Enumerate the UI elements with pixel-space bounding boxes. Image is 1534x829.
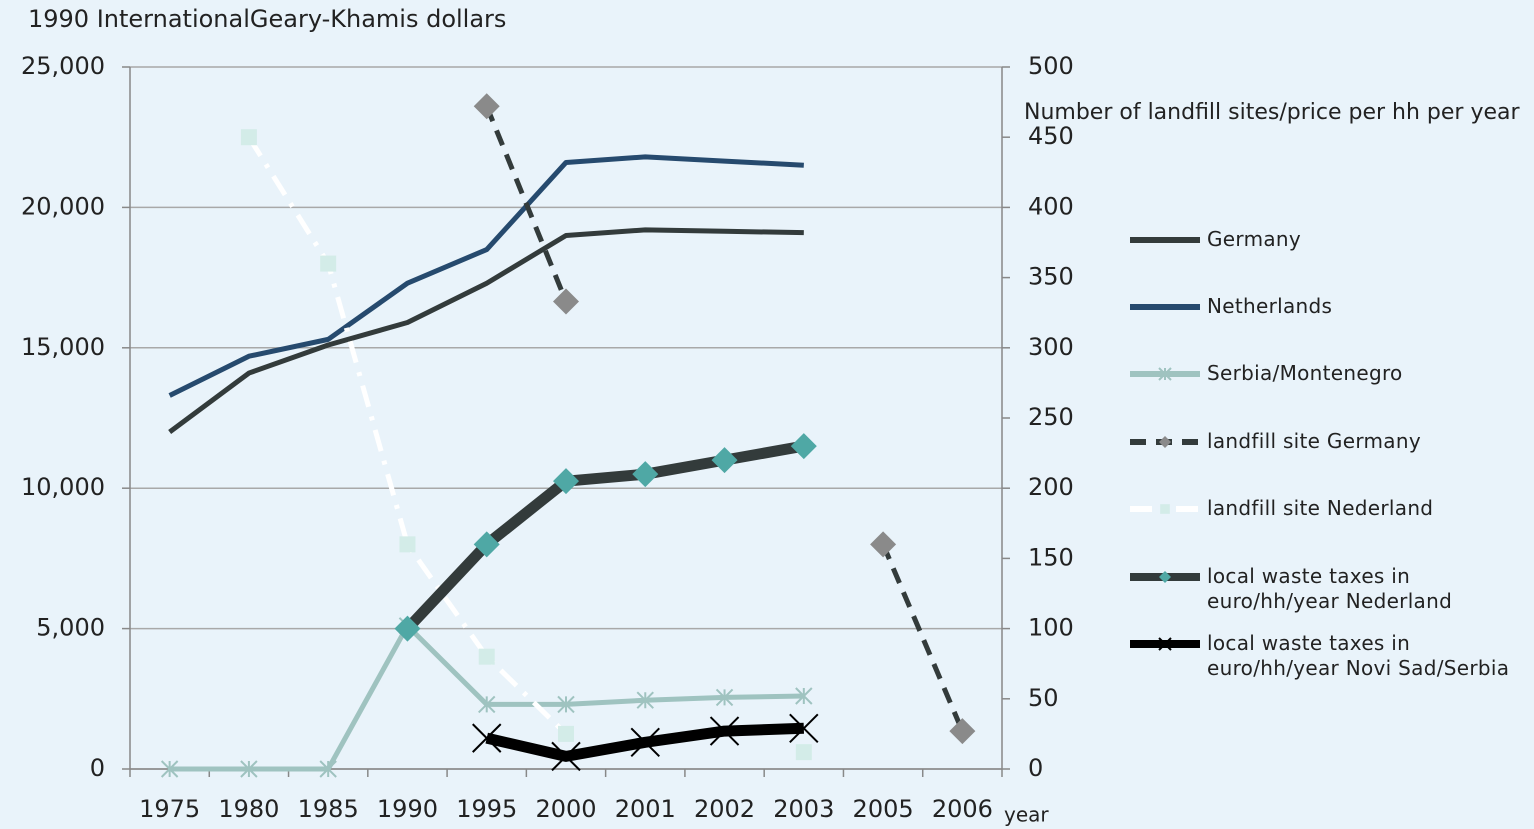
marker <box>557 695 575 714</box>
marker <box>473 531 500 558</box>
x-tick-label: 1985 <box>298 795 359 823</box>
y2-tick-label: 300 <box>1028 333 1074 361</box>
marker <box>1158 367 1172 381</box>
x-tick-label: 2005 <box>853 795 914 823</box>
y2-axis-title: Number of landfill sites/price per hh pe… <box>1024 100 1520 125</box>
marker <box>636 691 654 709</box>
x-tick-label: 2006 <box>932 795 993 823</box>
legend-label: local waste taxes in euro/hh/year Nederl… <box>1207 564 1453 613</box>
x-tick-label: 2000 <box>535 795 596 823</box>
legend-label: landfill site Nederland <box>1207 496 1434 520</box>
series-line <box>168 154 804 398</box>
marker <box>709 716 740 746</box>
y-tick-label: 20,000 <box>21 192 105 220</box>
marker <box>394 615 421 642</box>
x-tick-label: 2002 <box>694 795 755 823</box>
y-tick-label: 10,000 <box>21 473 105 501</box>
x-tick-label: 1990 <box>377 795 438 823</box>
marker <box>711 447 738 474</box>
marker <box>240 760 258 778</box>
marker <box>240 129 257 146</box>
marker <box>473 93 500 120</box>
marker <box>1159 571 1171 583</box>
x-tick-label: 2001 <box>615 795 676 823</box>
marker <box>715 688 734 707</box>
marker <box>1160 504 1170 514</box>
marker <box>478 648 495 665</box>
legend-label: landfill site Germany <box>1207 429 1421 453</box>
marker <box>553 288 579 315</box>
legend-label: Germany <box>1207 227 1302 251</box>
x-tick-label: 1980 <box>218 795 279 823</box>
marker <box>553 468 579 495</box>
y-tick-label: 0 <box>90 754 105 782</box>
y2-tick-label: 100 <box>1028 614 1074 642</box>
y2-tick-label: 50 <box>1028 684 1059 712</box>
y2-tick-label: 450 <box>1028 122 1074 150</box>
y2-tick-label: 0 <box>1028 754 1043 782</box>
marker <box>478 695 496 714</box>
y-tick-label: 25,000 <box>21 52 105 80</box>
marker <box>399 536 416 553</box>
legend-label: Serbia/Montenegro <box>1207 361 1403 385</box>
y2-tick-label: 500 <box>1028 52 1074 80</box>
y2-tick-label: 400 <box>1028 192 1074 220</box>
marker <box>795 687 813 705</box>
marker <box>870 531 897 558</box>
marker <box>790 433 817 460</box>
series-line <box>484 105 965 733</box>
marker <box>1159 436 1171 448</box>
series-line <box>403 440 805 633</box>
series-line <box>168 227 804 435</box>
x-tick-label: 2003 <box>773 795 834 823</box>
x-tick-label: 1995 <box>456 795 517 823</box>
marker <box>630 727 660 758</box>
marker <box>558 725 574 742</box>
marker <box>320 255 337 272</box>
legend-label: Netherlands <box>1207 294 1333 318</box>
marker <box>472 723 502 753</box>
y-tick-label: 15,000 <box>21 333 105 361</box>
y-tick-label: 5,000 <box>36 614 105 642</box>
marker <box>795 744 812 761</box>
y-axis-title: 1990 InternationalGeary-Khamis dollars <box>28 5 506 33</box>
marker <box>632 461 659 488</box>
y2-tick-label: 350 <box>1028 263 1074 291</box>
x-axis-title: year <box>1004 803 1049 827</box>
y2-tick-label: 200 <box>1028 473 1074 501</box>
x-tick-label: 1975 <box>139 795 200 823</box>
y2-tick-label: 250 <box>1028 403 1074 431</box>
marker <box>1158 637 1172 651</box>
y2-tick-label: 150 <box>1028 543 1074 571</box>
marker <box>160 760 179 778</box>
marker <box>551 741 581 772</box>
marker <box>949 718 976 745</box>
legend-label: local waste taxes in euro/hh/year Novi S… <box>1207 631 1510 680</box>
marker <box>789 713 819 743</box>
marker <box>319 760 337 778</box>
